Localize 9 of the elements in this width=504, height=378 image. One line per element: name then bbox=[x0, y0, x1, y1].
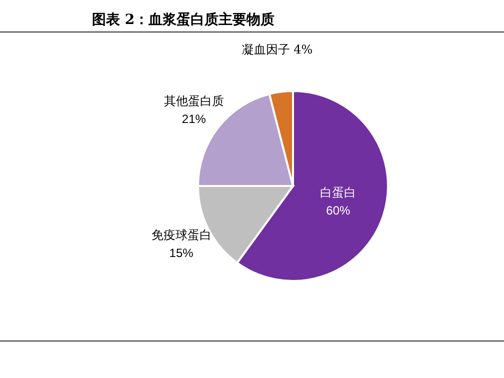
data-label: 4% bbox=[294, 42, 313, 57]
slice-label: 其他蛋白质 bbox=[164, 94, 224, 108]
slice-label: 白蛋白 bbox=[320, 186, 356, 200]
data-label: 15% bbox=[169, 246, 194, 260]
chart-title: 图表 2：血浆蛋白质主要物质 bbox=[92, 11, 275, 28]
data-label: 60% bbox=[326, 204, 351, 218]
slice-label: 免疫球蛋白 bbox=[151, 228, 212, 242]
slice-label: 凝血因子 bbox=[242, 42, 290, 57]
data-label: 21% bbox=[182, 112, 206, 126]
